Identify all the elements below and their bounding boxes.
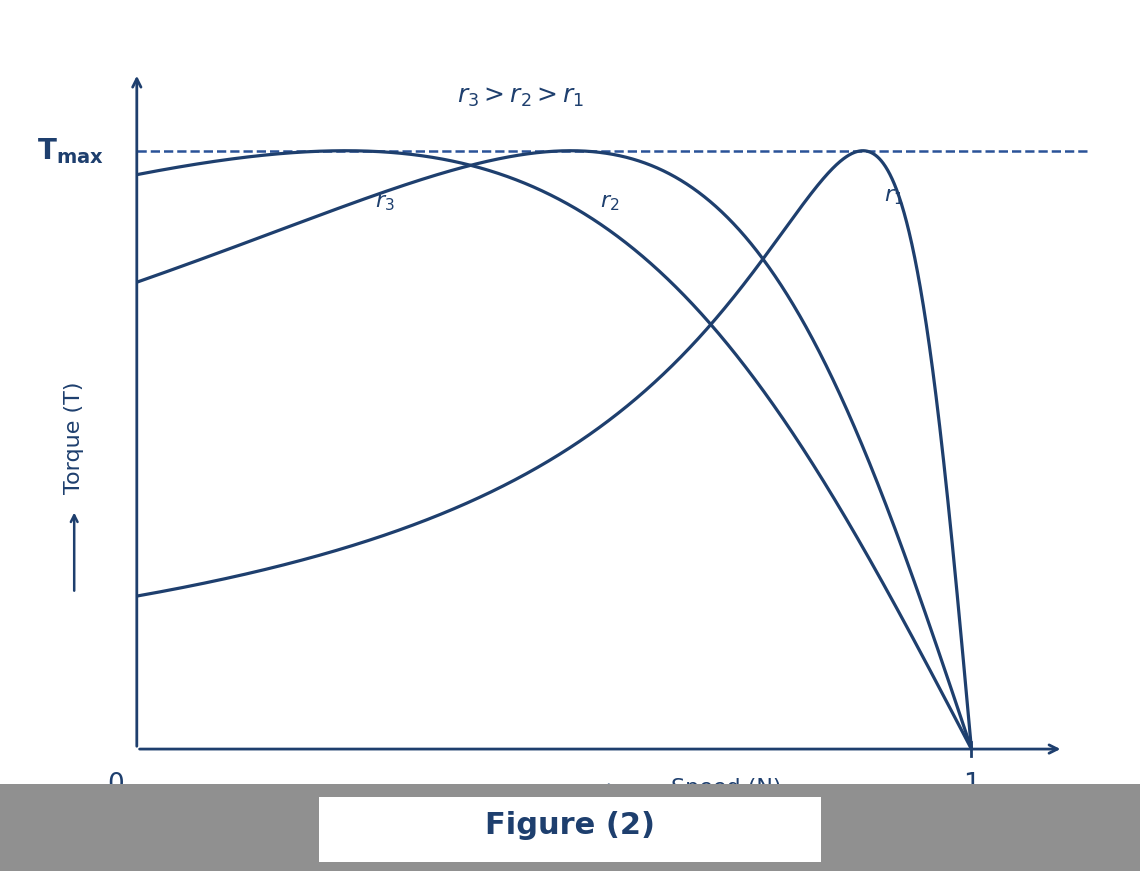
Text: Figure (2): Figure (2) (484, 811, 656, 841)
Text: Torque (T): Torque (T) (64, 381, 84, 494)
Text: $r_3$: $r_3$ (375, 192, 394, 213)
Text: $\mathbf{T}_{\mathbf{max}}$: $\mathbf{T}_{\mathbf{max}}$ (36, 136, 104, 165)
Text: 0: 0 (107, 772, 124, 798)
Text: $r_3 > r_2 > r_1$: $r_3 > r_2 > r_1$ (457, 84, 585, 109)
Text: $r_1$: $r_1$ (884, 186, 903, 206)
Text: Speed (N): Speed (N) (671, 778, 782, 798)
Text: 1: 1 (963, 772, 979, 798)
Text: $r_2$: $r_2$ (600, 192, 619, 213)
